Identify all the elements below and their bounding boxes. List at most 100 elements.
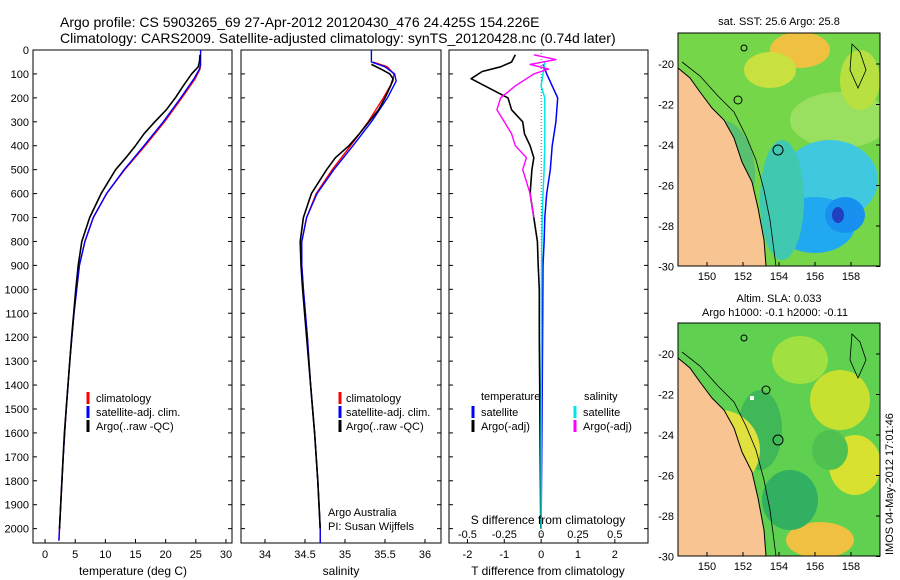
map-y-tick-label: -26 <box>658 181 674 193</box>
map-y-tick-label: -28 <box>658 221 674 233</box>
y-tick-label: 1600 <box>5 428 29 440</box>
sla-map-title: Altim. SLA: 0.033 <box>737 293 822 305</box>
map-y-tick-label: -22 <box>658 390 674 402</box>
map-colour-cell <box>832 207 844 223</box>
sal-diff-tick-label: -0.25 <box>492 529 517 541</box>
sal-diff-tick-label: -0.5 <box>458 529 477 541</box>
sal-diff-tick-label: 0 <box>538 529 544 541</box>
y-tick-label: 100 <box>11 69 29 81</box>
x-tick-label: 0 <box>538 549 544 561</box>
map-x-tick-label: 152 <box>734 271 752 283</box>
y-tick-label: 1500 <box>5 404 29 416</box>
map-x-tick-label: 154 <box>770 271 788 283</box>
sst-map-axes: 150 152 154 156 158 -20 -22 -24 -26 -28 -30 <box>658 59 880 283</box>
map-colour-cell <box>762 470 818 530</box>
map-y-tick-label: -24 <box>658 430 674 442</box>
sst-reef-circle <box>772 144 784 156</box>
y-tick-label: 1700 <box>5 452 29 464</box>
sst-reef-circle <box>733 95 743 105</box>
legend-salinity-header: salinity <box>584 391 618 403</box>
sla-reef-circle <box>740 334 748 342</box>
map-colour-cell <box>786 522 854 556</box>
y-tick-label: 900 <box>11 260 29 272</box>
y-tick-label: 500 <box>11 165 29 177</box>
sla-map <box>678 323 880 556</box>
x-tick-label: 20 <box>160 549 172 561</box>
x-tick-label: 25 <box>190 549 202 561</box>
map-colour-cell <box>790 92 880 148</box>
x-tick-label: 2 <box>612 549 618 561</box>
series-line-temperature-argo-adj- <box>470 54 542 529</box>
sst-isobath <box>681 61 777 266</box>
map-x-tick-label: 154 <box>770 561 788 573</box>
legend-climatology-label: climatology <box>346 393 402 405</box>
series-line-argo-raw-qc- <box>299 63 394 529</box>
x-tick-label: 35 <box>339 549 351 561</box>
legend-satellite-label: satellite-adj. clim. <box>346 407 430 419</box>
map-y-tick-label: -26 <box>658 471 674 483</box>
y-tick-label: 1900 <box>5 500 29 512</box>
legend-sal-satellite-label: satellite <box>583 407 620 419</box>
sla-isobath <box>681 351 777 556</box>
map-x-tick-label: 156 <box>806 271 824 283</box>
x-tick-label: 5 <box>72 549 78 561</box>
legend-satellite-label: satellite-adj. clim. <box>96 407 180 419</box>
x-tick-label: -2 <box>463 549 473 561</box>
y-tick-label: 1800 <box>5 476 29 488</box>
map-y-tick-label: -24 <box>658 140 674 152</box>
map-y-tick-label: -30 <box>658 262 674 274</box>
x-tick-label: 30 <box>220 549 232 561</box>
series-line-satellite-adj-clim- <box>301 50 397 543</box>
map-y-tick-label: -20 <box>658 59 674 71</box>
map-y-tick-label: -20 <box>658 349 674 361</box>
map-x-tick-label: 156 <box>806 561 824 573</box>
y-tick-label: 200 <box>11 93 29 105</box>
series-line-satellite-adj-clim- <box>58 50 202 541</box>
salinity-chart: 34 34.5 35 35.5 36 <box>241 49 441 561</box>
x-tick-label: 15 <box>129 549 141 561</box>
x-tick-label: 36 <box>419 549 431 561</box>
x-tick-label: -1 <box>499 549 509 561</box>
legend-argo-label: Argo(..raw -QC) <box>96 421 174 433</box>
figure-title-line1: Argo profile: CS 5903265_69 27-Apr-2012 … <box>60 14 540 30</box>
map-colour-cell <box>772 336 828 384</box>
figure-title-line2: Climatology: CARS2009. Satellite-adjuste… <box>60 30 616 46</box>
y-tick-label: 1400 <box>5 380 29 392</box>
map-colour-cell <box>840 50 880 110</box>
sal-diff-tick-label: 0.5 <box>607 529 622 541</box>
map-x-tick-label: 150 <box>698 561 716 573</box>
annotation-line1: Argo Australia <box>328 507 397 519</box>
y-tick-label: 1200 <box>5 332 29 344</box>
y-tick-label: 300 <box>11 117 29 129</box>
legend-argo-label: Argo(..raw -QC) <box>346 421 424 433</box>
series-line-climatology <box>58 64 202 541</box>
x-tick-label: 34.5 <box>294 549 315 561</box>
x-tick-label: 10 <box>99 549 111 561</box>
y-tick-label: 1300 <box>5 356 29 368</box>
sla-reef-outline <box>849 333 867 379</box>
sst-map <box>678 33 880 266</box>
sla-reef-circle <box>772 434 784 446</box>
sla-land <box>678 357 767 556</box>
map-colour-cell <box>810 370 870 430</box>
x-tick-label: 1 <box>575 549 581 561</box>
salinity-xlabel: salinity <box>323 564 360 578</box>
series-line-climatology <box>301 61 395 543</box>
argo-position-marker <box>750 396 754 400</box>
difference-legend: temperature salinity satellite Argo(-adj… <box>471 391 632 433</box>
y-tick-label: 800 <box>11 236 29 248</box>
difference-xlabel-top: S difference from climatology <box>471 513 626 527</box>
sal-diff-tick-label: 0.25 <box>567 529 588 541</box>
series-line-argo-raw-qc- <box>58 54 201 529</box>
temperature-legend: climatology satellite-adj. clim. Argo(..… <box>86 392 180 433</box>
annotation-line2: PI: Susan Wijffels <box>328 521 414 533</box>
map-colour-cell <box>812 430 848 470</box>
temperature-panel-frame <box>32 49 233 544</box>
y-tick-label: 0 <box>23 45 29 57</box>
sla-map-axes: 150 152 154 156 158 -20 -22 -24 -26 -28 -30 <box>658 349 880 573</box>
legend-temp-satellite-label: satellite <box>481 407 518 419</box>
salinity-legend: climatology satellite-adj. clim. Argo(..… <box>338 392 430 433</box>
map-y-tick-label: -30 <box>658 552 674 564</box>
map-x-tick-label: 150 <box>698 271 716 283</box>
